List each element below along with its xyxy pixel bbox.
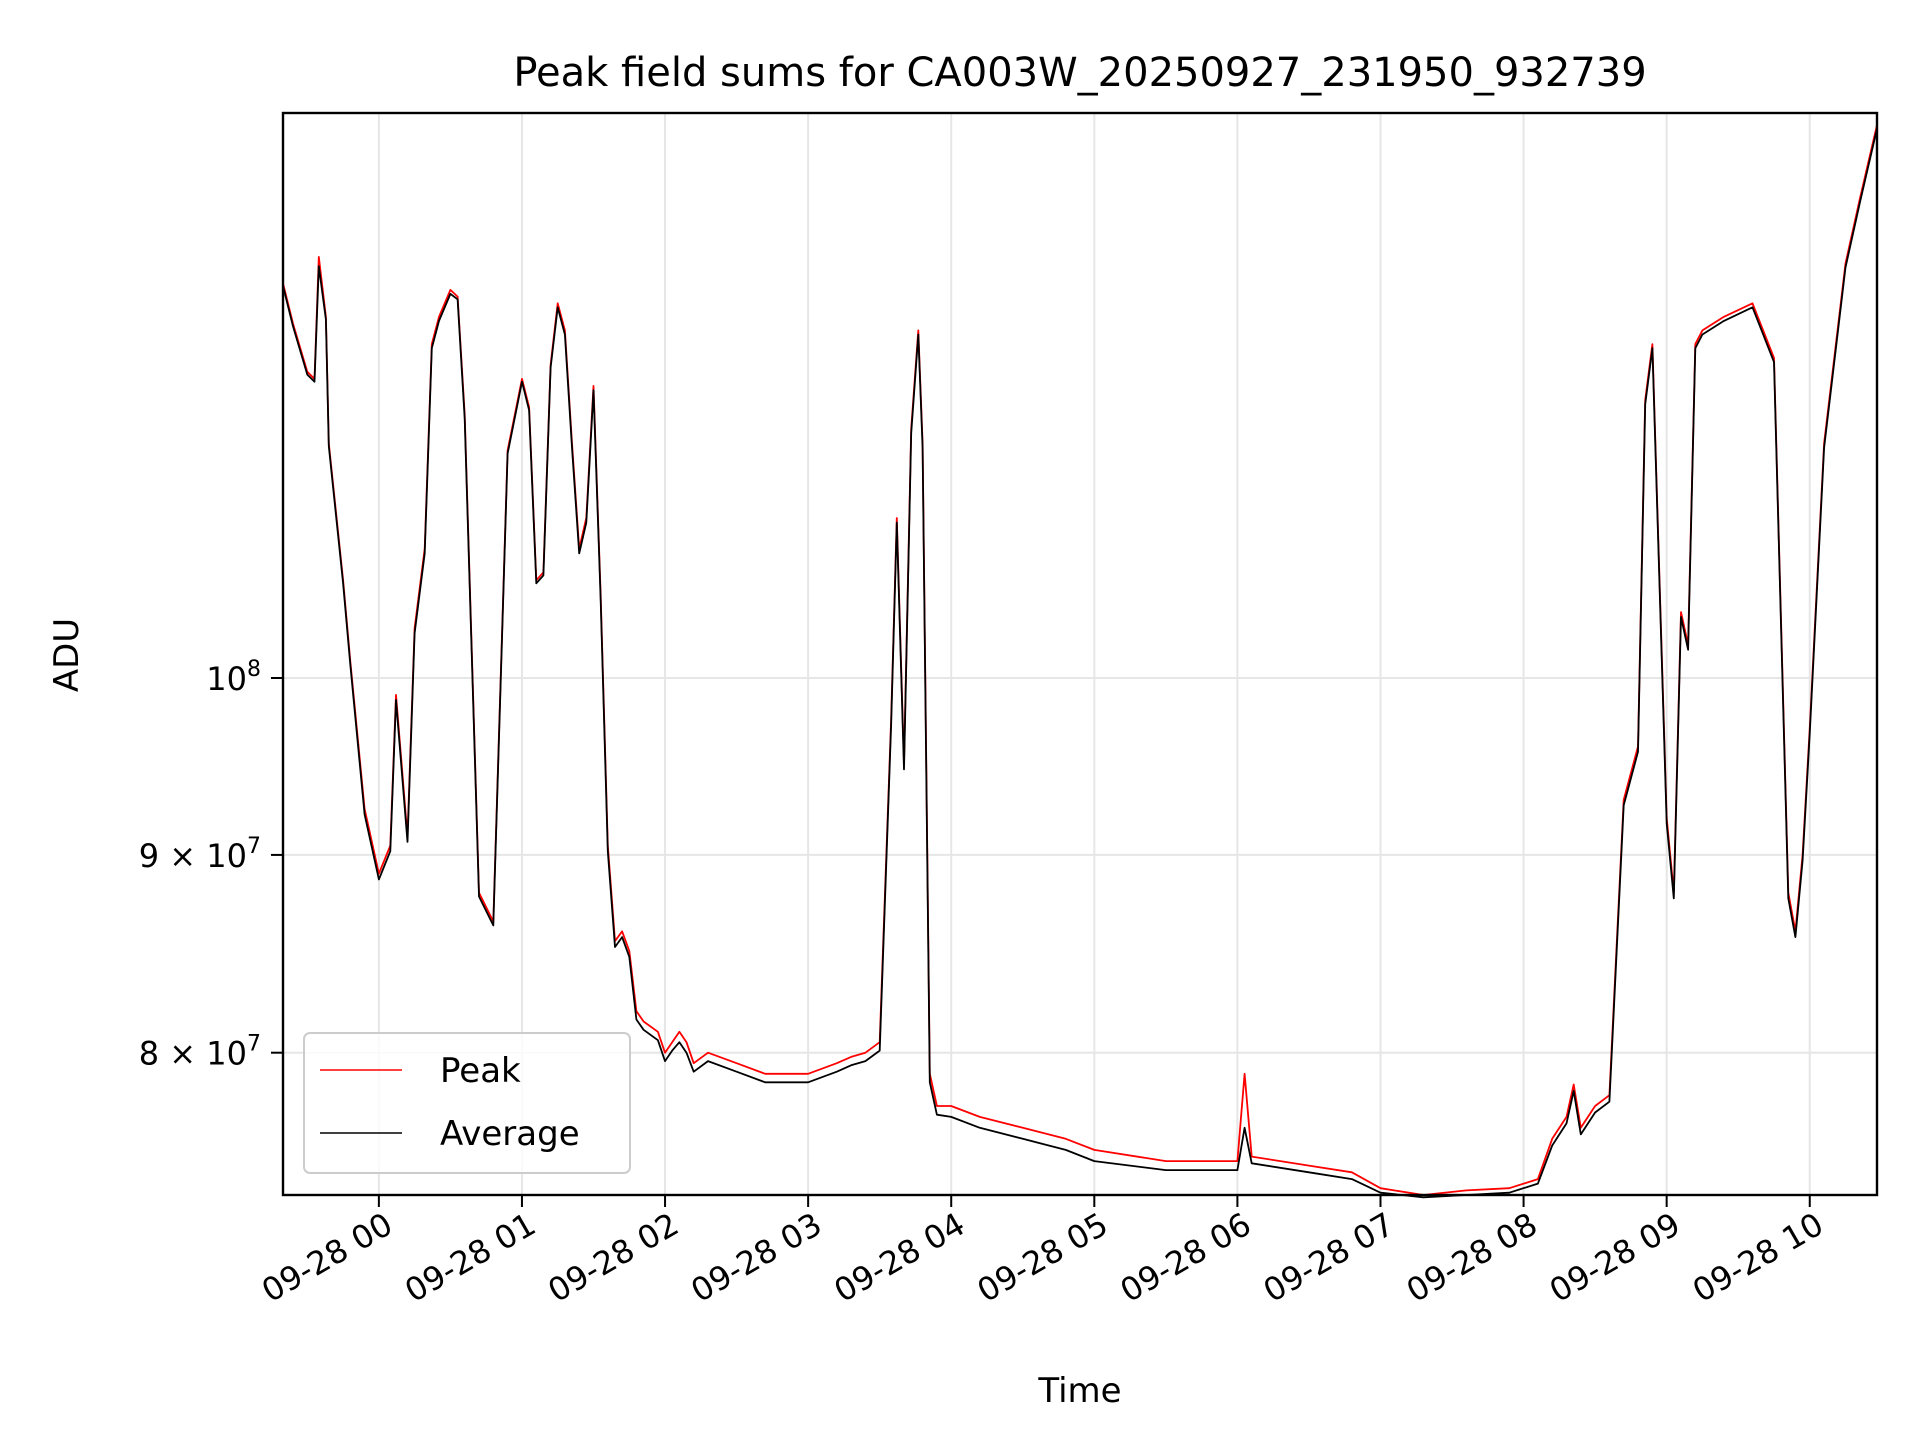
legend-box <box>303 1032 631 1174</box>
series-line-average <box>282 128 1878 1199</box>
y-tick-label: 8 × 107 <box>139 1032 261 1073</box>
y-tick-label: 108 <box>206 657 261 698</box>
plot-frame <box>281 111 1879 1197</box>
chart-title: Peak field sums for CA003W_20250927_2319… <box>513 50 1646 96</box>
y-tick-label: 9 × 107 <box>139 834 261 875</box>
y-axis-label: ADU <box>47 618 87 692</box>
x-axis-label: Time <box>1037 1371 1121 1411</box>
legend: Peak Average <box>303 1032 631 1174</box>
plot-lines <box>282 124 1878 1199</box>
legend-average-label: Average <box>440 1114 580 1154</box>
grid <box>283 113 1877 1195</box>
y-axis: 108 9 × 107 8 × 107 <box>139 657 283 1073</box>
legend-peak-label: Peak <box>440 1051 521 1091</box>
